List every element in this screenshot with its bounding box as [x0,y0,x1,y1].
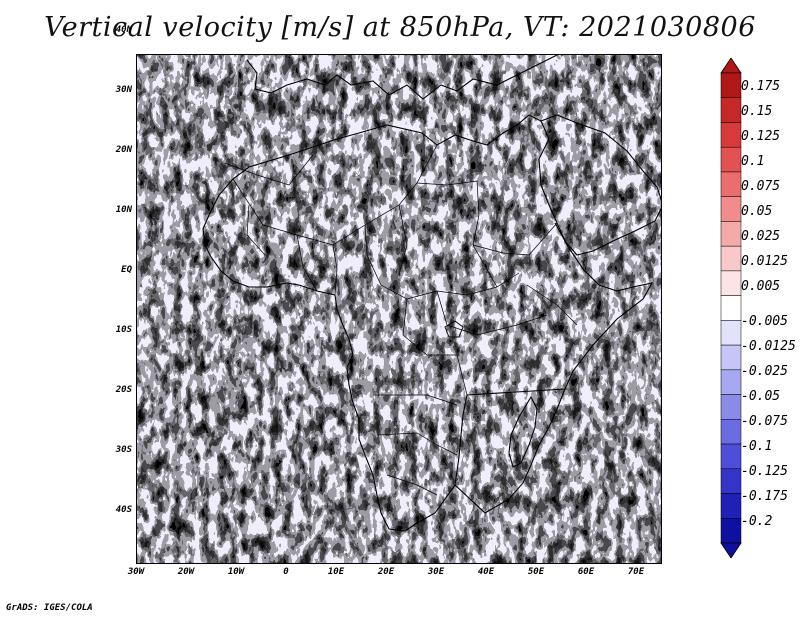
colorbar-cell-18 [720,518,742,544]
country-borders [224,144,578,496]
colorbar-cell-14 [720,419,742,445]
colorbar-label-neg-0.05: -0.05 [741,389,781,404]
lon-label-40e: 40E [477,567,495,577]
colorbar-top-arrow [720,58,742,74]
lat-label-30s: 30S [115,445,132,455]
colorbar-cell-10 [720,320,742,346]
lon-label-0: 0 [283,567,289,577]
lon-label-20w: 20W [177,567,195,577]
lat-label-eq: EQ [121,265,132,275]
lon-label-70e: 70E [627,567,645,577]
colorbar-label-neg-0.005: -0.005 [741,314,788,329]
colorbar-cell-0 [720,72,742,98]
colorbar-bottom-arrow [720,542,742,558]
madagascar-outline [508,395,538,468]
colorbar-label-neg-0.175: -0.175 [741,489,788,504]
colorbar-label-neg-0.075: -0.075 [741,414,788,429]
colorbar-label-0.075: 0.075 [741,179,781,194]
colorbar-label-0.1: 0.1 [741,154,765,169]
map-panel [136,54,662,564]
vertical-velocity-field [137,55,661,563]
colorbar-cell-13 [720,394,742,420]
lat-label-20s: 20S [115,385,132,395]
europe-coastline [246,55,558,100]
colorbar-label-neg-0.125: -0.125 [741,464,788,479]
colorbar-label-neg-0.025: -0.025 [741,364,788,379]
africa-east-coast [454,388,566,514]
lat-label-10s: 10S [115,325,132,335]
colorbar-label-0.005: 0.005 [741,279,781,294]
colorbar-label-neg-0.2: -0.2 [741,514,773,529]
colorbar-label-0.0125: 0.0125 [741,254,788,269]
colorbar-label-0.15: 0.15 [741,104,773,119]
lake-victoria [444,320,464,338]
colorbar-cell-6 [720,221,742,247]
colorbar-cell-3 [720,146,742,173]
colorbar-label-0.125: 0.125 [741,129,781,144]
colorbar-cell-9 [720,295,742,321]
lon-label-30e: 30E [427,567,445,577]
lon-label-60e: 60E [577,567,595,577]
colorbar-label-0.025: 0.025 [741,229,781,244]
colorbar-label-0.05: 0.05 [741,204,773,219]
lat-label-30n: 30N [115,85,132,95]
arabia-outline [540,114,661,256]
lon-label-10w: 10W [227,567,245,577]
colorbar-cell-5 [720,196,742,222]
colorbar-cell-15 [720,443,742,470]
lat-label-20n: 20N [115,145,132,155]
lon-label-20e: 20E [377,567,395,577]
lon-label-30w: 30W [127,567,145,577]
lon-label-50e: 50E [527,567,545,577]
colorbar-cell-7 [720,245,742,272]
colorbar-label-neg-0.0125: -0.0125 [741,339,796,354]
colorbar-cell-8 [720,270,742,296]
colorbar-cell-12 [720,369,742,395]
colorbar-label-neg-0.1: -0.1 [741,439,773,454]
africa-coastline [202,114,654,532]
colorbar-cell-2 [720,122,742,148]
downward-motion-field [137,55,661,563]
chart-title: Vertical velocity [m/s] at 850hPa, VT: 2… [44,12,756,43]
colorbar-cell-11 [720,344,742,371]
colorbar [720,58,742,558]
lon-label-10e: 10E [327,567,345,577]
lat-label-40s: 40S [115,505,132,515]
grads-credit: GrADS: IGES/COLA [6,603,93,613]
lat-label-10n: 10N [115,205,132,215]
colorbar-cell-4 [720,171,742,197]
lat-label-40n: 40N [115,25,132,35]
colorbar-cell-17 [720,493,742,519]
colorbar-cell-16 [720,468,742,494]
colorbar-label-0.175: 0.175 [741,79,781,94]
colorbar-cell-1 [720,97,742,123]
